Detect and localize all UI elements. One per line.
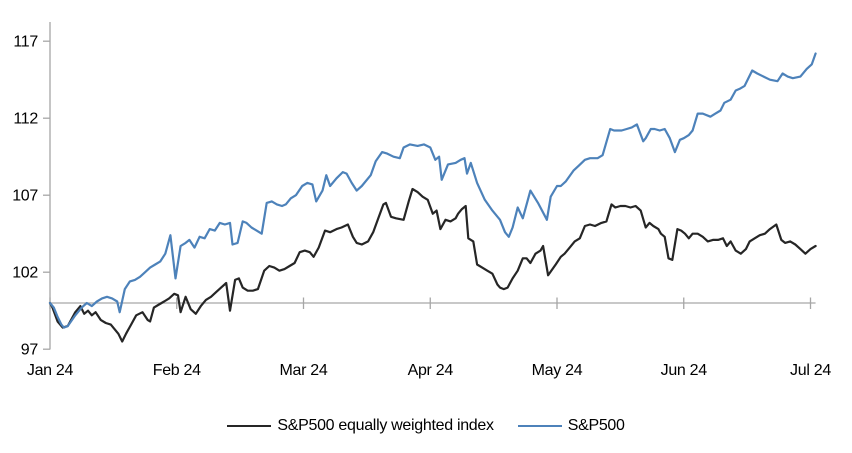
- y-tick-label: 97: [21, 342, 39, 359]
- x-tick-label: May 24: [532, 362, 583, 379]
- x-tick-label: Apr 24: [408, 362, 454, 379]
- legend-line-swatch-equal-weight: [227, 424, 272, 428]
- legend-item-sp500: S&P500: [517, 417, 625, 435]
- y-tick-label: 117: [13, 34, 38, 51]
- legend: S&P500 equally weighted index S&P500: [0, 414, 852, 438]
- series-line-equal-weight: [48, 187, 817, 343]
- x-tick-label: Jul 24: [790, 362, 831, 379]
- legend-line-swatch-sp500: [517, 424, 562, 428]
- legend-item-equal-weight: S&P500 equally weighted index: [227, 417, 494, 435]
- axes: 97 102 107 112 117 Jan 24 Feb 24 Mar 24 Apr 24 Ma…: [12, 22, 832, 379]
- x-tick-label: Jan 24: [27, 362, 74, 379]
- series-lines: [48, 52, 817, 343]
- series-line-sp500: [48, 52, 817, 329]
- legend-label-equal-weight: S&P500 equally weighted index: [277, 417, 494, 434]
- x-tick-label: Feb 24: [153, 362, 201, 379]
- y-tick-label: 102: [12, 265, 38, 282]
- x-tick-label: Mar 24: [280, 362, 328, 379]
- x-tick-label: Jun 24: [661, 362, 708, 379]
- y-tick-label: 112: [13, 111, 38, 128]
- legend-label-sp500: S&P500: [567, 417, 625, 434]
- y-tick-label: 107: [12, 188, 38, 205]
